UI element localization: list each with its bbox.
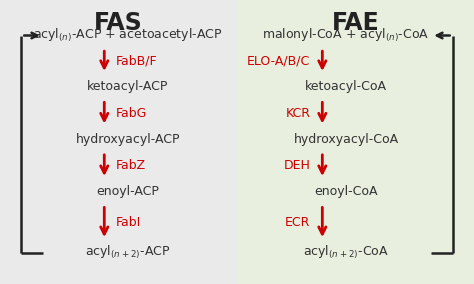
- Text: acyl$_{(n+2)}$-ACP: acyl$_{(n+2)}$-ACP: [85, 244, 171, 261]
- Text: hydroxyacyl-ACP: hydroxyacyl-ACP: [76, 133, 180, 146]
- Text: ELO-A/B/C: ELO-A/B/C: [247, 55, 310, 68]
- Text: ECR: ECR: [285, 216, 310, 229]
- Bar: [237, 0, 474, 284]
- Text: acyl$_{(n)}$-ACP + acetoacetyl-ACP: acyl$_{(n)}$-ACP + acetoacetyl-ACP: [33, 27, 223, 44]
- Text: enoyl-ACP: enoyl-ACP: [97, 185, 159, 198]
- Text: malonyl-CoA + acyl$_{(n)}$-CoA: malonyl-CoA + acyl$_{(n)}$-CoA: [263, 27, 429, 44]
- Text: DEH: DEH: [283, 159, 310, 172]
- Text: KCR: KCR: [285, 106, 310, 120]
- Text: ketoacyl-CoA: ketoacyl-CoA: [305, 80, 387, 93]
- Text: FabB/F: FabB/F: [116, 55, 158, 68]
- Text: FabI: FabI: [116, 216, 141, 229]
- Text: FAE: FAE: [332, 11, 379, 36]
- Text: FAS: FAS: [94, 11, 143, 36]
- Text: FabG: FabG: [116, 106, 147, 120]
- Bar: [0, 0, 237, 284]
- Text: acyl$_{(n+2)}$-CoA: acyl$_{(n+2)}$-CoA: [303, 244, 389, 261]
- Text: ketoacyl-ACP: ketoacyl-ACP: [87, 80, 169, 93]
- Text: hydroxyacyl-CoA: hydroxyacyl-CoA: [293, 133, 399, 146]
- Text: FabZ: FabZ: [116, 159, 146, 172]
- Text: enoyl-CoA: enoyl-CoA: [314, 185, 378, 198]
